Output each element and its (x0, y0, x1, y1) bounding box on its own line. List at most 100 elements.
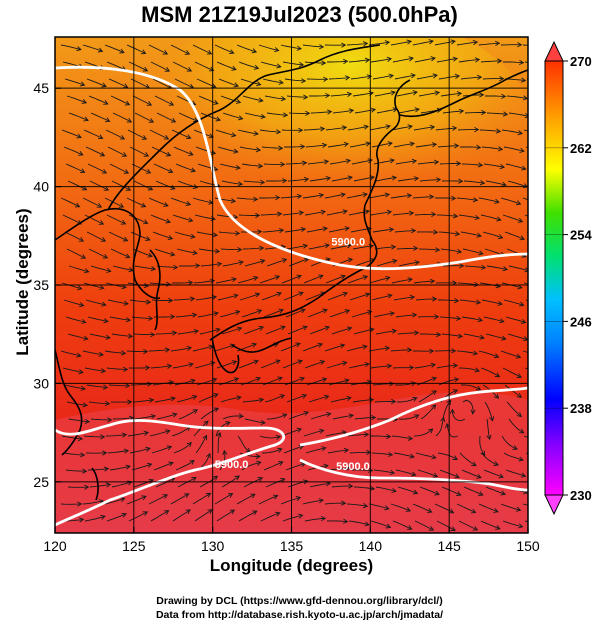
streamline-arrowhead (362, 344, 368, 350)
colorbar-min-arrow (544, 494, 564, 516)
streamline-arrowhead (346, 395, 352, 401)
streamline-arrowhead (342, 360, 348, 366)
streamline (347, 275, 368, 284)
streamline-arrowhead (389, 158, 395, 164)
height-contours (55, 65, 528, 527)
streamline-arrowhead (412, 489, 419, 495)
streamline-arrowhead (235, 230, 241, 236)
streamline-arrowhead (302, 325, 308, 331)
streamline (481, 299, 503, 305)
streamline (307, 309, 328, 318)
streamline-arrowhead (512, 445, 518, 450)
streamline (435, 127, 457, 131)
streamline-arrowhead (499, 76, 505, 82)
streamline (327, 292, 348, 301)
streamline (288, 411, 309, 420)
streamline (128, 214, 148, 224)
streamline-arrowhead (257, 229, 263, 235)
streamline (352, 245, 374, 250)
streamline (258, 44, 279, 51)
streamline (260, 61, 281, 68)
streamline-arrowhead (99, 151, 106, 157)
streamline-arrowhead (102, 384, 109, 390)
streamline-arrowhead (343, 141, 350, 148)
streamline (260, 213, 282, 216)
streamline (464, 112, 486, 114)
colorbar-tick-label: 238 (570, 401, 592, 416)
streamline-arrowhead (478, 491, 484, 496)
streamline-arrowhead (275, 359, 281, 365)
streamline (354, 416, 376, 420)
colorbar-ramp (544, 60, 564, 496)
streamline (126, 44, 146, 54)
streamline (148, 349, 170, 352)
streamline (479, 129, 501, 132)
streamline-arrowhead (324, 325, 330, 331)
streamline (241, 461, 261, 471)
streamline (392, 212, 414, 216)
colorbar-tick-label: 246 (570, 314, 592, 329)
streamline (308, 395, 329, 403)
streamline (483, 469, 504, 478)
streamline (522, 350, 528, 354)
streamline-arrowhead (170, 117, 177, 123)
streamline-arrowhead (414, 260, 420, 266)
streamline (368, 347, 390, 352)
streamline-arrowhead (321, 446, 327, 452)
streamline (126, 495, 147, 505)
streamline-arrowhead (303, 257, 310, 263)
streamline (486, 112, 508, 115)
streamline (264, 394, 285, 403)
streamline-arrowhead (364, 209, 370, 215)
streamline-arrowhead (407, 277, 413, 283)
streamline-arrowhead (207, 509, 213, 515)
streamline-arrowhead (494, 372, 501, 378)
streamline-arrowhead (456, 91, 463, 97)
streamline-arrowhead (253, 275, 259, 281)
streamline (351, 310, 372, 318)
streamline (305, 292, 326, 301)
streamline-arrowhead (477, 74, 483, 80)
streamline (368, 503, 389, 510)
streamline-arrowhead (502, 266, 509, 272)
streamline-arrowhead (121, 512, 127, 518)
streamline-arrowhead (428, 39, 434, 45)
streamline (127, 129, 147, 140)
streamline (262, 229, 284, 233)
streamline (418, 248, 440, 251)
streamline (68, 112, 89, 121)
streamline (437, 145, 459, 148)
streamline (485, 95, 506, 97)
streamline (480, 367, 500, 378)
streamline (282, 211, 304, 216)
streamline (194, 214, 216, 220)
streamline (412, 196, 434, 199)
streamline (134, 415, 156, 420)
streamline-arrowhead (411, 312, 418, 318)
streamline-arrowhead (346, 91, 353, 97)
streamline-arrowhead (369, 327, 375, 333)
streamline (111, 481, 132, 488)
streamline (478, 197, 500, 203)
streamline (502, 214, 523, 223)
streamline (413, 126, 435, 131)
streamline (217, 294, 238, 301)
streamline (152, 78, 172, 89)
streamline-arrowhead (77, 435, 84, 442)
streamline-arrowhead (213, 393, 219, 398)
streamline (217, 432, 221, 454)
streamline-arrowhead (229, 343, 236, 349)
streamline-arrowhead (236, 326, 243, 332)
streamline (309, 94, 330, 97)
streamline-arrowhead (371, 414, 377, 421)
streamline (522, 503, 528, 506)
streamline-arrowhead (167, 235, 174, 241)
streamline-arrowhead (225, 421, 231, 427)
streamline (525, 452, 528, 455)
streamline-arrowhead (251, 48, 258, 54)
streamline-arrowhead (298, 127, 304, 133)
streamline-arrowhead (229, 509, 236, 515)
streamline-arrowhead (362, 41, 369, 47)
coastlines (55, 44, 528, 501)
streamline (243, 326, 264, 335)
